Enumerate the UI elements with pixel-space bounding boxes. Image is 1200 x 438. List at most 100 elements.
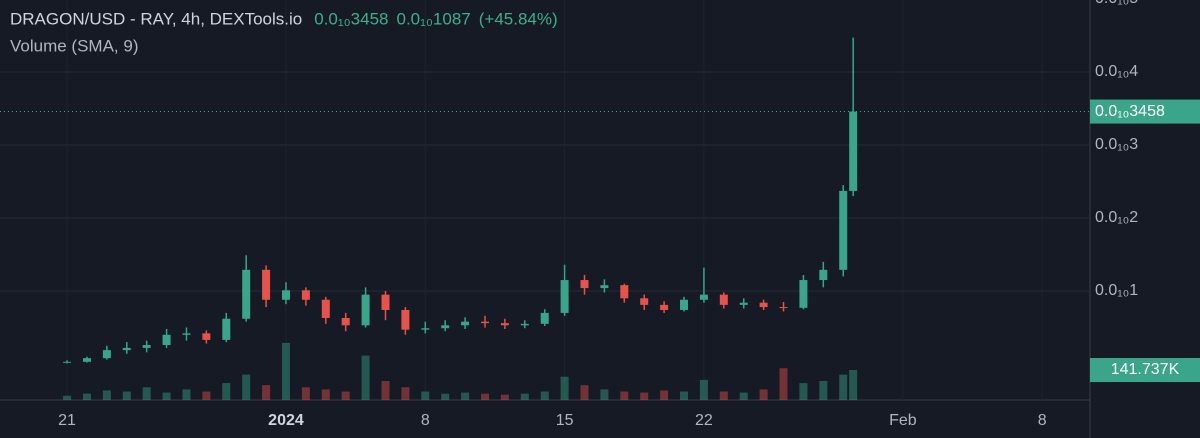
volume-bar <box>739 392 748 400</box>
candle-body <box>600 285 609 289</box>
volume-bar <box>660 390 669 400</box>
last-price-tag <box>1090 99 1200 124</box>
last-price-tag-label: 0.0₁₀3458 <box>1095 103 1165 120</box>
volume-bar <box>262 385 271 400</box>
axes: 0.0₁₀1 0.0₁₀2 0.0₁₀3 0.0₁₀4 0.0₁₀5 21 2024 8 15 2… <box>58 0 1200 429</box>
candle-body <box>202 333 211 340</box>
candle-body <box>779 307 788 309</box>
candle-body <box>540 312 549 324</box>
volume-bar <box>421 391 430 400</box>
change-percent: (+45.84%) <box>479 9 558 28</box>
y-tick-label: 0.0₁₀1 <box>1095 282 1138 299</box>
volume-bar <box>819 380 828 400</box>
volume-bar <box>520 393 529 400</box>
volume-bar <box>142 387 151 400</box>
volume-bar <box>680 391 689 400</box>
y-tick-label: 0.0₁₀4 <box>1095 63 1138 80</box>
volume-bar <box>540 391 549 400</box>
volume-bar <box>63 395 72 400</box>
candle-body <box>421 328 430 330</box>
plot <box>0 37 1090 400</box>
candle-body <box>281 290 290 300</box>
chart-subtitle: Volume (SMA, 9) <box>10 36 139 55</box>
candle-body <box>849 111 858 191</box>
volume-bar <box>401 387 410 400</box>
x-tick-label: 22 <box>695 412 713 429</box>
candle-body <box>182 333 191 335</box>
volume-bar <box>560 376 569 400</box>
volume-bar <box>461 392 470 400</box>
candle-body <box>620 285 629 299</box>
candle-body <box>122 347 131 351</box>
candle-body <box>660 304 669 310</box>
volume-bar <box>301 387 310 400</box>
x-tick-label: Feb <box>889 412 917 429</box>
candle-body <box>819 269 828 281</box>
candle-body <box>222 318 231 340</box>
volume-bar <box>381 380 390 400</box>
candle-body <box>500 323 509 326</box>
candle-body <box>680 299 689 310</box>
candle-body <box>461 321 470 326</box>
volume-bar <box>82 393 91 400</box>
candle-body <box>799 280 808 308</box>
candle-body <box>381 294 390 310</box>
volume-bar <box>620 391 629 400</box>
volume-bar <box>281 342 290 400</box>
candle-body <box>699 294 708 300</box>
candle-body <box>839 190 848 270</box>
volume-bar <box>441 393 450 400</box>
x-tick-label: 8 <box>1038 412 1047 429</box>
candle-body <box>640 298 649 305</box>
candle-body <box>361 294 370 326</box>
candle-body <box>162 334 171 346</box>
volume-bar <box>361 355 370 400</box>
chart-title: DRAGON/USD - RAY, 4h, DEXTools.io <box>10 9 302 28</box>
volume-bar <box>759 389 768 400</box>
volume-bar <box>242 374 251 400</box>
volume-bar <box>849 370 858 400</box>
volume-bar <box>719 391 728 400</box>
volume-tag <box>1090 358 1200 383</box>
candle-body <box>739 302 748 305</box>
volume-tag-label: 141.737K <box>1111 361 1180 378</box>
candle-body <box>759 302 768 308</box>
volume-bar <box>699 379 708 400</box>
volume-bar <box>500 394 509 400</box>
candle-body <box>480 321 489 324</box>
x-tick-label: 2024 <box>268 412 304 429</box>
candle-body <box>560 280 569 313</box>
y-tick-label: 0.0₁₀5 <box>1095 0 1138 7</box>
candle-body <box>441 325 450 329</box>
volume-bar <box>182 389 191 400</box>
x-tick-label: 15 <box>556 412 574 429</box>
candle-body <box>102 350 111 359</box>
candle-body <box>301 290 310 300</box>
candle-body <box>82 358 91 362</box>
volume-bar <box>102 390 111 400</box>
candle-body <box>262 269 271 300</box>
candle-body <box>341 318 350 326</box>
candle-body <box>401 309 410 330</box>
volume-bar <box>341 391 350 400</box>
x-tick-label: 8 <box>421 412 430 429</box>
volume-bar <box>839 374 848 400</box>
candle-body <box>580 280 589 289</box>
grid <box>0 0 1090 400</box>
last-price: 0.0₁₀3458 <box>314 9 388 28</box>
volume-bar <box>779 368 788 400</box>
volume-bar <box>162 392 171 400</box>
y-tick-label: 0.0₁₀2 <box>1095 209 1138 226</box>
volume-bar <box>480 393 489 400</box>
volume-bar <box>580 385 589 400</box>
volume-bar <box>202 391 211 400</box>
volume-bar <box>222 383 231 400</box>
volume-bar <box>122 391 131 400</box>
volume-bar <box>799 383 808 400</box>
volume-bar <box>321 389 330 400</box>
y-tick-label: 0.0₁₀3 <box>1095 136 1138 153</box>
volume-bar <box>640 392 649 400</box>
